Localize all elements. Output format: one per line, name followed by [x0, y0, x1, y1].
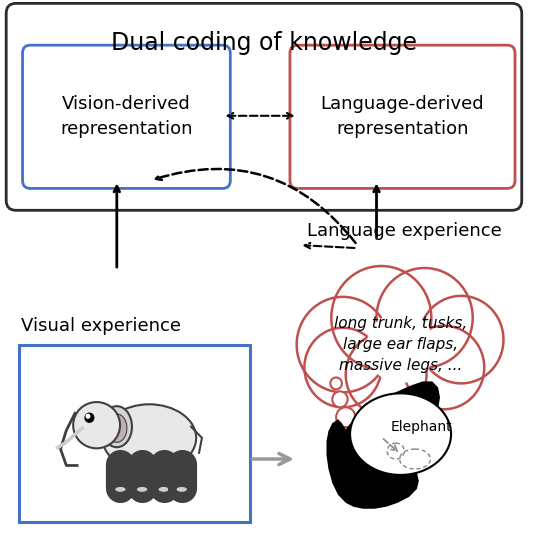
Ellipse shape [106, 414, 127, 442]
Ellipse shape [158, 486, 169, 492]
Circle shape [86, 414, 90, 418]
FancyBboxPatch shape [290, 45, 515, 188]
Circle shape [419, 296, 503, 384]
Circle shape [330, 378, 342, 390]
Text: Language-derived
representation: Language-derived representation [321, 95, 484, 138]
Circle shape [85, 413, 94, 422]
Ellipse shape [136, 486, 148, 492]
Ellipse shape [102, 406, 132, 447]
Circle shape [336, 407, 355, 427]
Polygon shape [327, 381, 440, 509]
Text: Visual experience: Visual experience [21, 317, 181, 335]
Circle shape [333, 391, 348, 407]
Circle shape [367, 313, 434, 383]
Circle shape [304, 328, 381, 407]
Circle shape [296, 297, 389, 392]
Ellipse shape [103, 404, 196, 471]
Circle shape [331, 266, 431, 370]
Circle shape [377, 268, 473, 367]
Text: Vision-derived
representation: Vision-derived representation [60, 95, 193, 138]
Circle shape [403, 325, 484, 409]
Text: Elephant: Elephant [391, 420, 453, 434]
FancyBboxPatch shape [22, 45, 230, 188]
Text: long trunk, tusks,
large ear flaps,
massive legs, ...: long trunk, tusks, large ear flaps, mass… [334, 316, 467, 373]
FancyBboxPatch shape [6, 3, 522, 210]
Ellipse shape [176, 486, 187, 492]
FancyBboxPatch shape [19, 345, 250, 522]
Text: Language experience: Language experience [307, 222, 502, 240]
Text: Dual coding of knowledge: Dual coding of knowledge [111, 31, 417, 55]
Ellipse shape [73, 402, 120, 448]
Circle shape [346, 332, 426, 416]
Ellipse shape [115, 486, 126, 492]
Ellipse shape [350, 393, 451, 475]
